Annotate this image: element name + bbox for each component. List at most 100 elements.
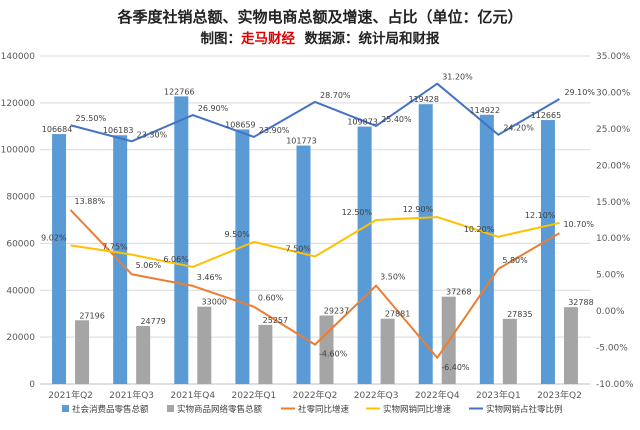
retail-total-data-label: 106183 <box>103 126 134 135</box>
subtitle-source: 数据源：统计局和财报 <box>304 31 440 47</box>
legend-label: 社零同比增速 <box>298 404 350 415</box>
bar-online-retail <box>319 315 334 384</box>
online-retail-data-label: 27196 <box>79 311 104 320</box>
left-axis-tick-label: 0 <box>29 380 35 390</box>
online-retail-data-label: 27835 <box>507 310 532 319</box>
right-axis-tick-label: -5.00% <box>596 344 628 354</box>
retail-total-data-label: 108659 <box>225 120 256 129</box>
left-axis-tick-label: 140000 <box>1 52 36 62</box>
right-axis-tick-label: 15.00% <box>596 198 631 208</box>
retail-growth-data-label: 5.80% <box>502 256 528 265</box>
retail-growth-data-label: 0.60% <box>258 294 284 303</box>
online-share-data-label: 24.20% <box>503 124 534 133</box>
retail-total-data-label: 112665 <box>531 111 562 120</box>
bar-online-retail <box>258 324 273 384</box>
bar-retail-total <box>479 114 494 384</box>
bar-online-retail <box>136 325 151 384</box>
online-retail-data-label: 29237 <box>324 307 349 316</box>
online-share-data-label: 23.30% <box>137 130 168 139</box>
online-share-data-label: 26.90% <box>198 104 229 113</box>
retail-growth-data-label: 13.88% <box>75 197 106 206</box>
retail-growth-data-label: 5.06% <box>136 261 162 270</box>
online-share-data-label: 25.40% <box>381 115 412 124</box>
retail-growth-data-label: -6.40% <box>441 363 470 372</box>
retail-total-data-label: 101773 <box>286 137 317 146</box>
online-growth-data-label: 10.20% <box>464 225 495 234</box>
online-retail-data-label: 24779 <box>140 317 165 326</box>
online-growth-data-label: 7.75% <box>102 243 128 252</box>
legend-swatch <box>167 405 174 412</box>
legend-label: 实物网销占社零比例 <box>486 404 563 415</box>
bar-retail-total <box>174 96 189 384</box>
right-axis-tick-label: -10.00% <box>596 380 634 390</box>
right-axis-tick-label: 10.00% <box>596 234 631 244</box>
right-axis-tick-label: 20.00% <box>596 161 631 171</box>
chart-title: 各季度社销总额、实物电商总额及增速、占比（单位：亿元） <box>117 8 523 26</box>
legend-label: 社会消费品零售总额 <box>72 404 149 415</box>
retail-total-data-label: 122766 <box>164 87 195 96</box>
right-axis-tick-label: 35.00% <box>596 52 631 62</box>
retail-growth-data-label: -4.60% <box>319 350 348 359</box>
legend-label: 实物网销同比增速 <box>383 404 452 415</box>
bar-online-retail <box>75 320 90 384</box>
online-growth-data-label: 7.50% <box>286 244 312 253</box>
bar-online-retail <box>197 306 212 384</box>
retail-total-data-label: 114922 <box>470 106 501 115</box>
online-share-line <box>70 82 560 143</box>
online-growth-data-label: 9.02% <box>41 233 67 242</box>
online-retail-data-label: 33000 <box>202 298 227 307</box>
right-axis-tick-label: 30.00% <box>596 88 631 98</box>
bar-retail-total <box>296 145 311 384</box>
left-axis-tick-label: 120000 <box>1 99 36 109</box>
chart-subtitle: 制图：走马财经 数据源：统计局和财报 <box>0 27 640 47</box>
online-retail-data-label: 37268 <box>446 288 471 297</box>
online-retail-data-label: 32788 <box>568 298 593 307</box>
bar-retail-total <box>357 126 372 385</box>
x-axis-tick-label: 2022年Q3 <box>354 389 399 401</box>
x-axis-tick-label: 2022年Q4 <box>415 389 460 401</box>
online-share-data-label: 28.70% <box>320 91 351 100</box>
retail-growth-line <box>69 209 560 359</box>
online-growth-data-label: 12.10% <box>525 211 556 220</box>
x-axis-tick-label: 2022年Q2 <box>293 389 338 401</box>
x-axis-tick-label: 2021年Q3 <box>109 389 154 401</box>
bar-retail-total <box>540 120 555 385</box>
online-retail-data-label: 27881 <box>385 310 410 319</box>
x-axis-tick-label: 2021年Q4 <box>170 389 215 401</box>
retail-growth-data-label: 10.70% <box>563 220 594 229</box>
right-axis-tick-label: 5.00% <box>596 271 625 281</box>
subtitle-prefix: 制图： <box>200 31 242 47</box>
online-growth-line <box>70 216 560 268</box>
online-growth-data-label: 12.90% <box>403 205 434 214</box>
left-axis-tick-label: 80000 <box>6 193 35 203</box>
bar-online-retail <box>502 318 517 384</box>
right-axis-tick-label: 25.00% <box>596 125 631 135</box>
online-share-data-label: 25.50% <box>76 114 107 123</box>
x-axis-tick-label: 2023年Q1 <box>476 389 521 401</box>
online-share-data-label: 23.90% <box>259 126 290 135</box>
retail-total-data-label: 106684 <box>42 125 73 134</box>
retail-total-data-label: 109873 <box>347 118 378 127</box>
left-axis-tick-label: 40000 <box>6 286 35 296</box>
left-axis-tick-label: 100000 <box>1 146 36 156</box>
bar-retail-total <box>235 129 250 384</box>
x-axis-tick-label: 2022年Q1 <box>232 389 277 401</box>
subtitle-brand: 走马财经 <box>241 31 296 47</box>
right-axis-tick-label: 0.00% <box>596 307 625 317</box>
bar-online-retail <box>380 318 395 384</box>
legend-label: 实物商品网络零售总额 <box>177 404 263 415</box>
online-growth-data-label: 6.06% <box>163 255 189 264</box>
bar-retail-total <box>113 135 128 384</box>
legend-swatch <box>62 405 69 412</box>
bar-retail-total <box>418 104 433 384</box>
retail-growth-data-label: 3.50% <box>380 273 406 282</box>
bar-online-retail <box>563 307 578 384</box>
left-axis-tick-label: 20000 <box>6 333 35 343</box>
x-axis-tick-label: 2023年Q2 <box>537 389 582 401</box>
retail-total-data-label: 119428 <box>408 95 439 104</box>
bar-retail-total <box>52 134 67 384</box>
left-axis-tick-label: 60000 <box>6 239 35 249</box>
online-retail-data-label: 25257 <box>263 316 288 325</box>
